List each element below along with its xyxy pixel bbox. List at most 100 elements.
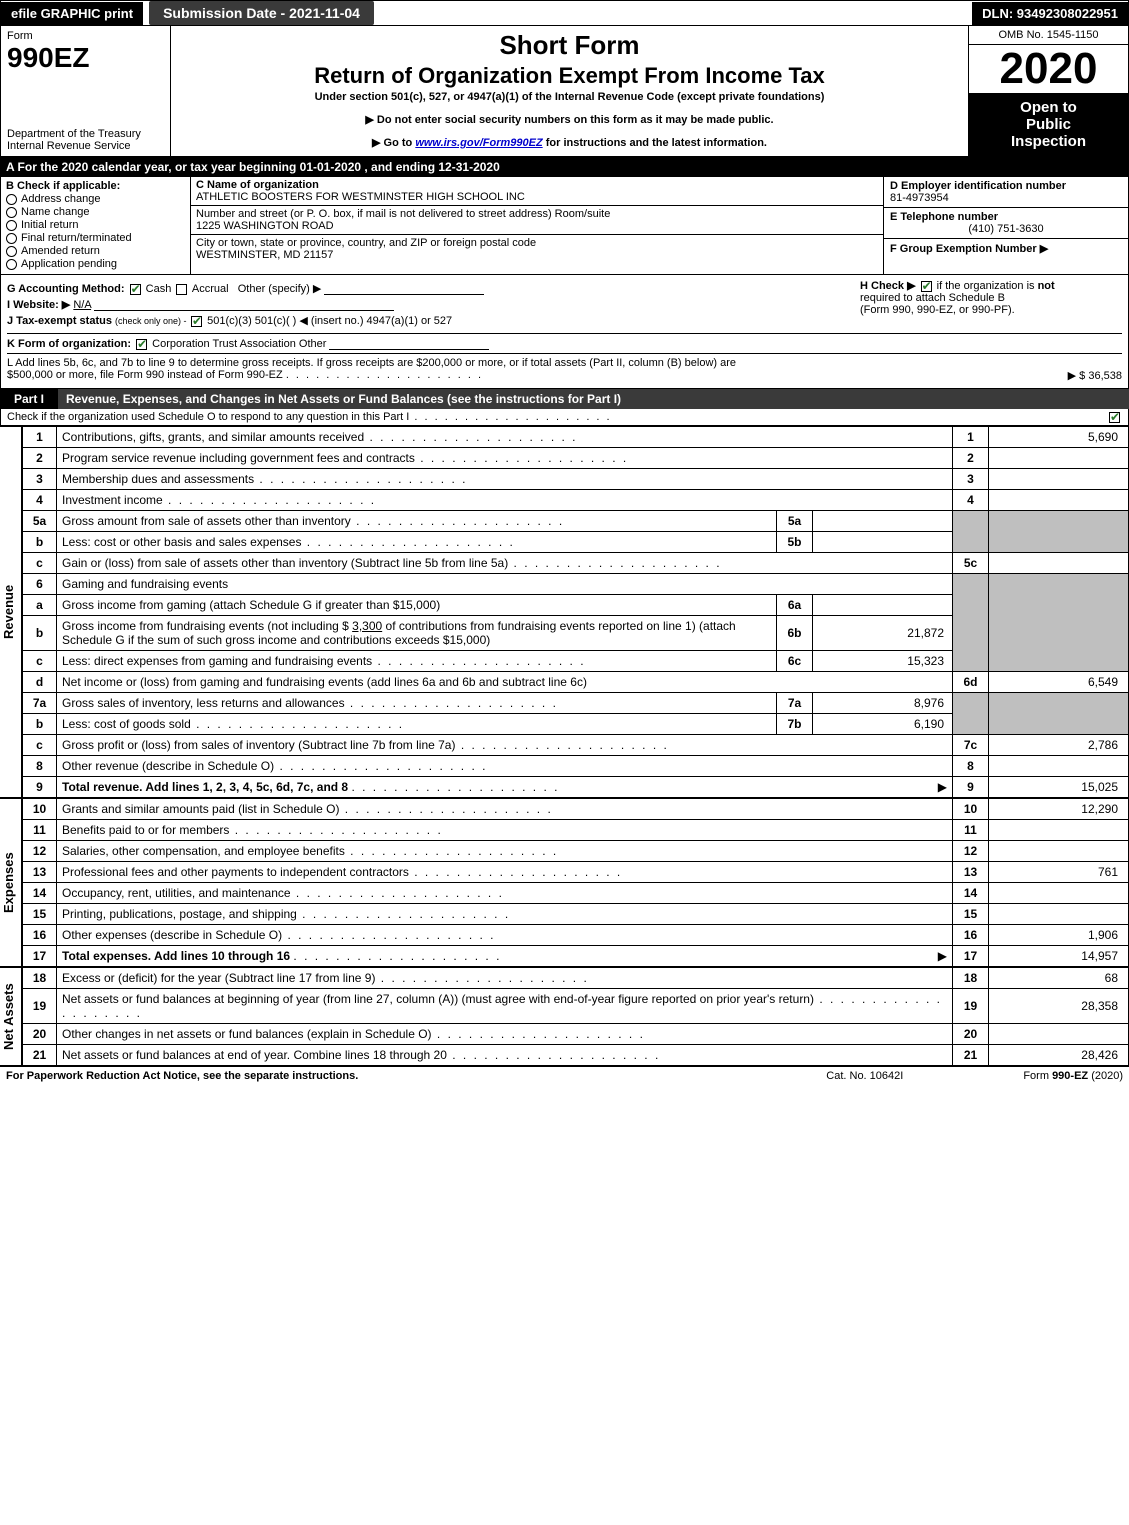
- efile-graphic-print[interactable]: efile GRAPHIC print: [1, 2, 143, 25]
- r15-no: 15: [23, 904, 57, 925]
- row-9: 9 Total revenue. Add lines 1, 2, 3, 4, 5…: [23, 777, 1129, 798]
- r5c-amt: [989, 553, 1129, 574]
- chk-cash[interactable]: [130, 284, 141, 295]
- r17-num: 17: [953, 946, 989, 967]
- chk-name-change[interactable]: Name change: [6, 206, 185, 218]
- G-other-field[interactable]: [324, 282, 484, 295]
- footer-right-form: 990-EZ: [1052, 1070, 1088, 1082]
- K-other-field[interactable]: [329, 337, 489, 350]
- chk-final-return[interactable]: Final return/terminated: [6, 232, 185, 244]
- r17-amt: 14,957: [989, 946, 1129, 967]
- footer-cat: Cat. No. 10642I: [826, 1070, 903, 1082]
- row-7c: c Gross profit or (loss) from sales of i…: [23, 735, 1129, 756]
- r8-desc: Other revenue (describe in Schedule O): [57, 756, 953, 777]
- row-14: 14 Occupancy, rent, utilities, and maint…: [23, 883, 1129, 904]
- footer-right: Form 990-EZ (2020): [1023, 1070, 1123, 1082]
- r5b-sub: 5b: [777, 532, 813, 553]
- tel-value: (410) 751-3630: [890, 223, 1122, 235]
- street-label: Number and street (or P. O. box, if mail…: [196, 208, 610, 220]
- part-I-title: Revenue, Expenses, and Changes in Net As…: [58, 389, 1129, 409]
- r7a-desc: Gross sales of inventory, less returns a…: [57, 693, 777, 714]
- r10-desc: Grants and similar amounts paid (list in…: [57, 799, 953, 820]
- row-3: 3 Membership dues and assessments 3: [23, 469, 1129, 490]
- r12-num: 12: [953, 841, 989, 862]
- chk-accrual[interactable]: [176, 284, 187, 295]
- row-7a: 7a Gross sales of inventory, less return…: [23, 693, 1129, 714]
- chk-corporation[interactable]: [136, 339, 147, 350]
- r5c-desc: Gain or (loss) from sale of assets other…: [57, 553, 953, 574]
- row-6: 6 Gaming and fundraising events: [23, 574, 1129, 595]
- netassets-table: 18 Excess or (deficit) for the year (Sub…: [22, 967, 1129, 1066]
- r6b-desc: Gross income from fundraising events (no…: [57, 616, 777, 651]
- chk-schedule-o[interactable]: [1109, 412, 1120, 423]
- r7c-desc: Gross profit or (loss) from sales of inv…: [57, 735, 953, 756]
- chk-initial-return[interactable]: Initial return: [6, 219, 185, 231]
- r18-num: 18: [953, 968, 989, 989]
- submission-date: Submission Date - 2021-11-04: [149, 1, 374, 25]
- netassets-section: Net Assets 18 Excess or (deficit) for th…: [0, 967, 1129, 1066]
- r7c-amt: 2,786: [989, 735, 1129, 756]
- row-13: 13 Professional fees and other payments …: [23, 862, 1129, 883]
- box-C: C Name of organization ATHLETIC BOOSTERS…: [191, 177, 883, 274]
- r15-num: 15: [953, 904, 989, 925]
- open-to-public: Open to Public Inspection: [969, 93, 1128, 156]
- row-5a: 5a Gross amount from sale of assets othe…: [23, 511, 1129, 532]
- r17-arrow: ▶: [938, 949, 947, 963]
- L-dots: [286, 369, 483, 381]
- r20-desc: Other changes in net assets or fund bala…: [57, 1024, 953, 1045]
- form-word: Form: [7, 30, 164, 42]
- r1-no: 1: [23, 427, 57, 448]
- r6a-no: a: [23, 595, 57, 616]
- line-L: L Add lines 5b, 6c, and 7b to line 9 to …: [7, 353, 1122, 381]
- row-5c: c Gain or (loss) from sale of assets oth…: [23, 553, 1129, 574]
- r10-no: 10: [23, 799, 57, 820]
- r16-desc: Other expenses (describe in Schedule O): [57, 925, 953, 946]
- J-small: (check only one) -: [115, 316, 189, 326]
- G-label: G Accounting Method:: [7, 283, 125, 295]
- L-amount: ▶ $ 36,538: [1068, 369, 1122, 382]
- L-text1: L Add lines 5b, 6c, and 7b to line 9 to …: [7, 357, 736, 369]
- r9-desc-cell: Total revenue. Add lines 1, 2, 3, 4, 5c,…: [57, 777, 953, 798]
- r13-desc: Professional fees and other payments to …: [57, 862, 953, 883]
- r6-desc: Gaming and fundraising events: [57, 574, 953, 595]
- org-name: ATHLETIC BOOSTERS FOR WESTMINSTER HIGH S…: [196, 191, 525, 203]
- r6d-desc: Net income or (loss) from gaming and fun…: [57, 672, 953, 693]
- part-I-header: Part I Revenue, Expenses, and Changes in…: [0, 389, 1129, 409]
- r7c-num: 7c: [953, 735, 989, 756]
- chk-501c3[interactable]: [191, 316, 202, 327]
- r2-amt: [989, 448, 1129, 469]
- r18-no: 18: [23, 968, 57, 989]
- chk-application-pending[interactable]: Application pending: [6, 258, 185, 270]
- r17-desc: Total expenses. Add lines 10 through 16: [62, 949, 290, 963]
- row-10: 10 Grants and similar amounts paid (list…: [23, 799, 1129, 820]
- r16-amt: 1,906: [989, 925, 1129, 946]
- tel-label: E Telephone number: [890, 211, 998, 223]
- r9-amt: 15,025: [989, 777, 1129, 798]
- r12-desc: Salaries, other compensation, and employ…: [57, 841, 953, 862]
- r4-amt: [989, 490, 1129, 511]
- r20-amt: [989, 1024, 1129, 1045]
- r3-amt: [989, 469, 1129, 490]
- goto-pre: ▶ Go to: [372, 137, 415, 149]
- K-opts: Corporation Trust Association Other: [152, 338, 326, 350]
- r13-no: 13: [23, 862, 57, 883]
- r5ab-grey: [953, 511, 989, 553]
- H-label: H Check ▶: [860, 280, 916, 292]
- revenue-section: Revenue 1 Contributions, gifts, grants, …: [0, 426, 1129, 798]
- r6d-no: d: [23, 672, 57, 693]
- r11-amt: [989, 820, 1129, 841]
- r6d-num: 6d: [953, 672, 989, 693]
- chk-H[interactable]: [921, 281, 932, 292]
- chk-address-change[interactable]: Address change: [6, 193, 185, 205]
- irs-link[interactable]: www.irs.gov/Form990EZ: [415, 137, 542, 149]
- r7ab-grey: [953, 693, 989, 735]
- part-I-checkline: Check if the organization used Schedule …: [0, 409, 1129, 426]
- row-20: 20 Other changes in net assets or fund b…: [23, 1024, 1129, 1045]
- r6b-subval: 21,872: [813, 616, 953, 651]
- r5b-no: b: [23, 532, 57, 553]
- r6abc-grey: [953, 574, 989, 672]
- chk-amended-return[interactable]: Amended return: [6, 245, 185, 257]
- r10-num: 10: [953, 799, 989, 820]
- I-value: N/A: [73, 299, 91, 311]
- side-netassets: Net Assets: [0, 967, 22, 1066]
